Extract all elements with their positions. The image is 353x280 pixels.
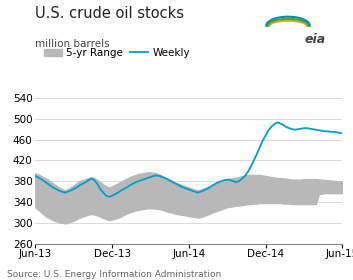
Legend: 5-yr Range, Weekly: 5-yr Range, Weekly (43, 48, 190, 58)
Text: eia: eia (305, 33, 326, 46)
Text: million barrels: million barrels (35, 39, 110, 49)
Text: Source: U.S. Energy Information Administration: Source: U.S. Energy Information Administ… (7, 270, 221, 279)
Text: U.S. crude oil stocks: U.S. crude oil stocks (35, 6, 184, 21)
